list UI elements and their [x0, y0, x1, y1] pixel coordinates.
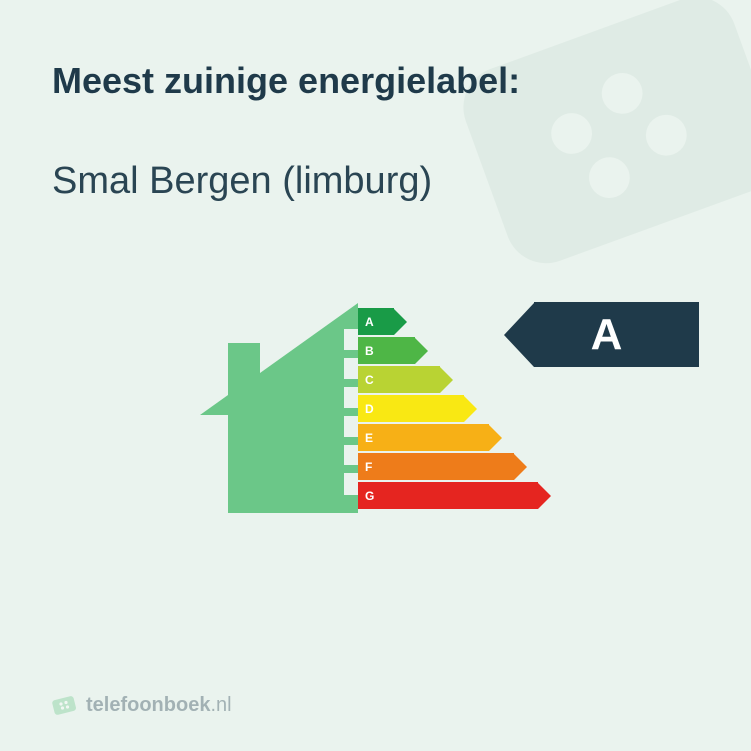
- energy-bar-label: E: [358, 424, 489, 451]
- selected-label-text: A: [534, 302, 699, 367]
- energy-bar-g: G: [358, 482, 551, 509]
- energy-bar-label: F: [358, 453, 514, 480]
- chevron-right-icon: [464, 396, 477, 422]
- energy-bar-label: G: [358, 482, 538, 509]
- energy-bar-d: D: [358, 395, 551, 422]
- chevron-right-icon: [538, 483, 551, 509]
- page-title: Meest zuinige energielabel:: [52, 60, 699, 102]
- energy-bar-c: C: [358, 366, 551, 393]
- footer-brand-bold: telefoonboek: [86, 694, 210, 716]
- footer-brand: telefoonboek.nl: [52, 693, 232, 717]
- badge-arrow-icon: [504, 303, 534, 367]
- energy-bar-f: F: [358, 453, 551, 480]
- energy-bar-label: D: [358, 395, 464, 422]
- chevron-right-icon: [514, 454, 527, 480]
- selected-label-badge: A: [504, 302, 699, 367]
- chevron-right-icon: [394, 309, 407, 335]
- energy-bar-label: B: [358, 337, 415, 364]
- chevron-right-icon: [415, 338, 428, 364]
- energy-bar-label: A: [358, 308, 394, 335]
- location-name: Smal Bergen (limburg): [52, 160, 699, 203]
- footer-brand-light: .nl: [210, 694, 231, 716]
- footer-brand-text: telefoonboek.nl: [86, 694, 232, 717]
- energy-bar-e: E: [358, 424, 551, 451]
- house-icon: [190, 303, 360, 513]
- chevron-right-icon: [489, 425, 502, 451]
- footer-logo-icon: [52, 693, 76, 717]
- energy-label-chart: ABCDEFG A: [52, 273, 699, 553]
- energy-bar-label: C: [358, 366, 440, 393]
- chevron-right-icon: [440, 367, 453, 393]
